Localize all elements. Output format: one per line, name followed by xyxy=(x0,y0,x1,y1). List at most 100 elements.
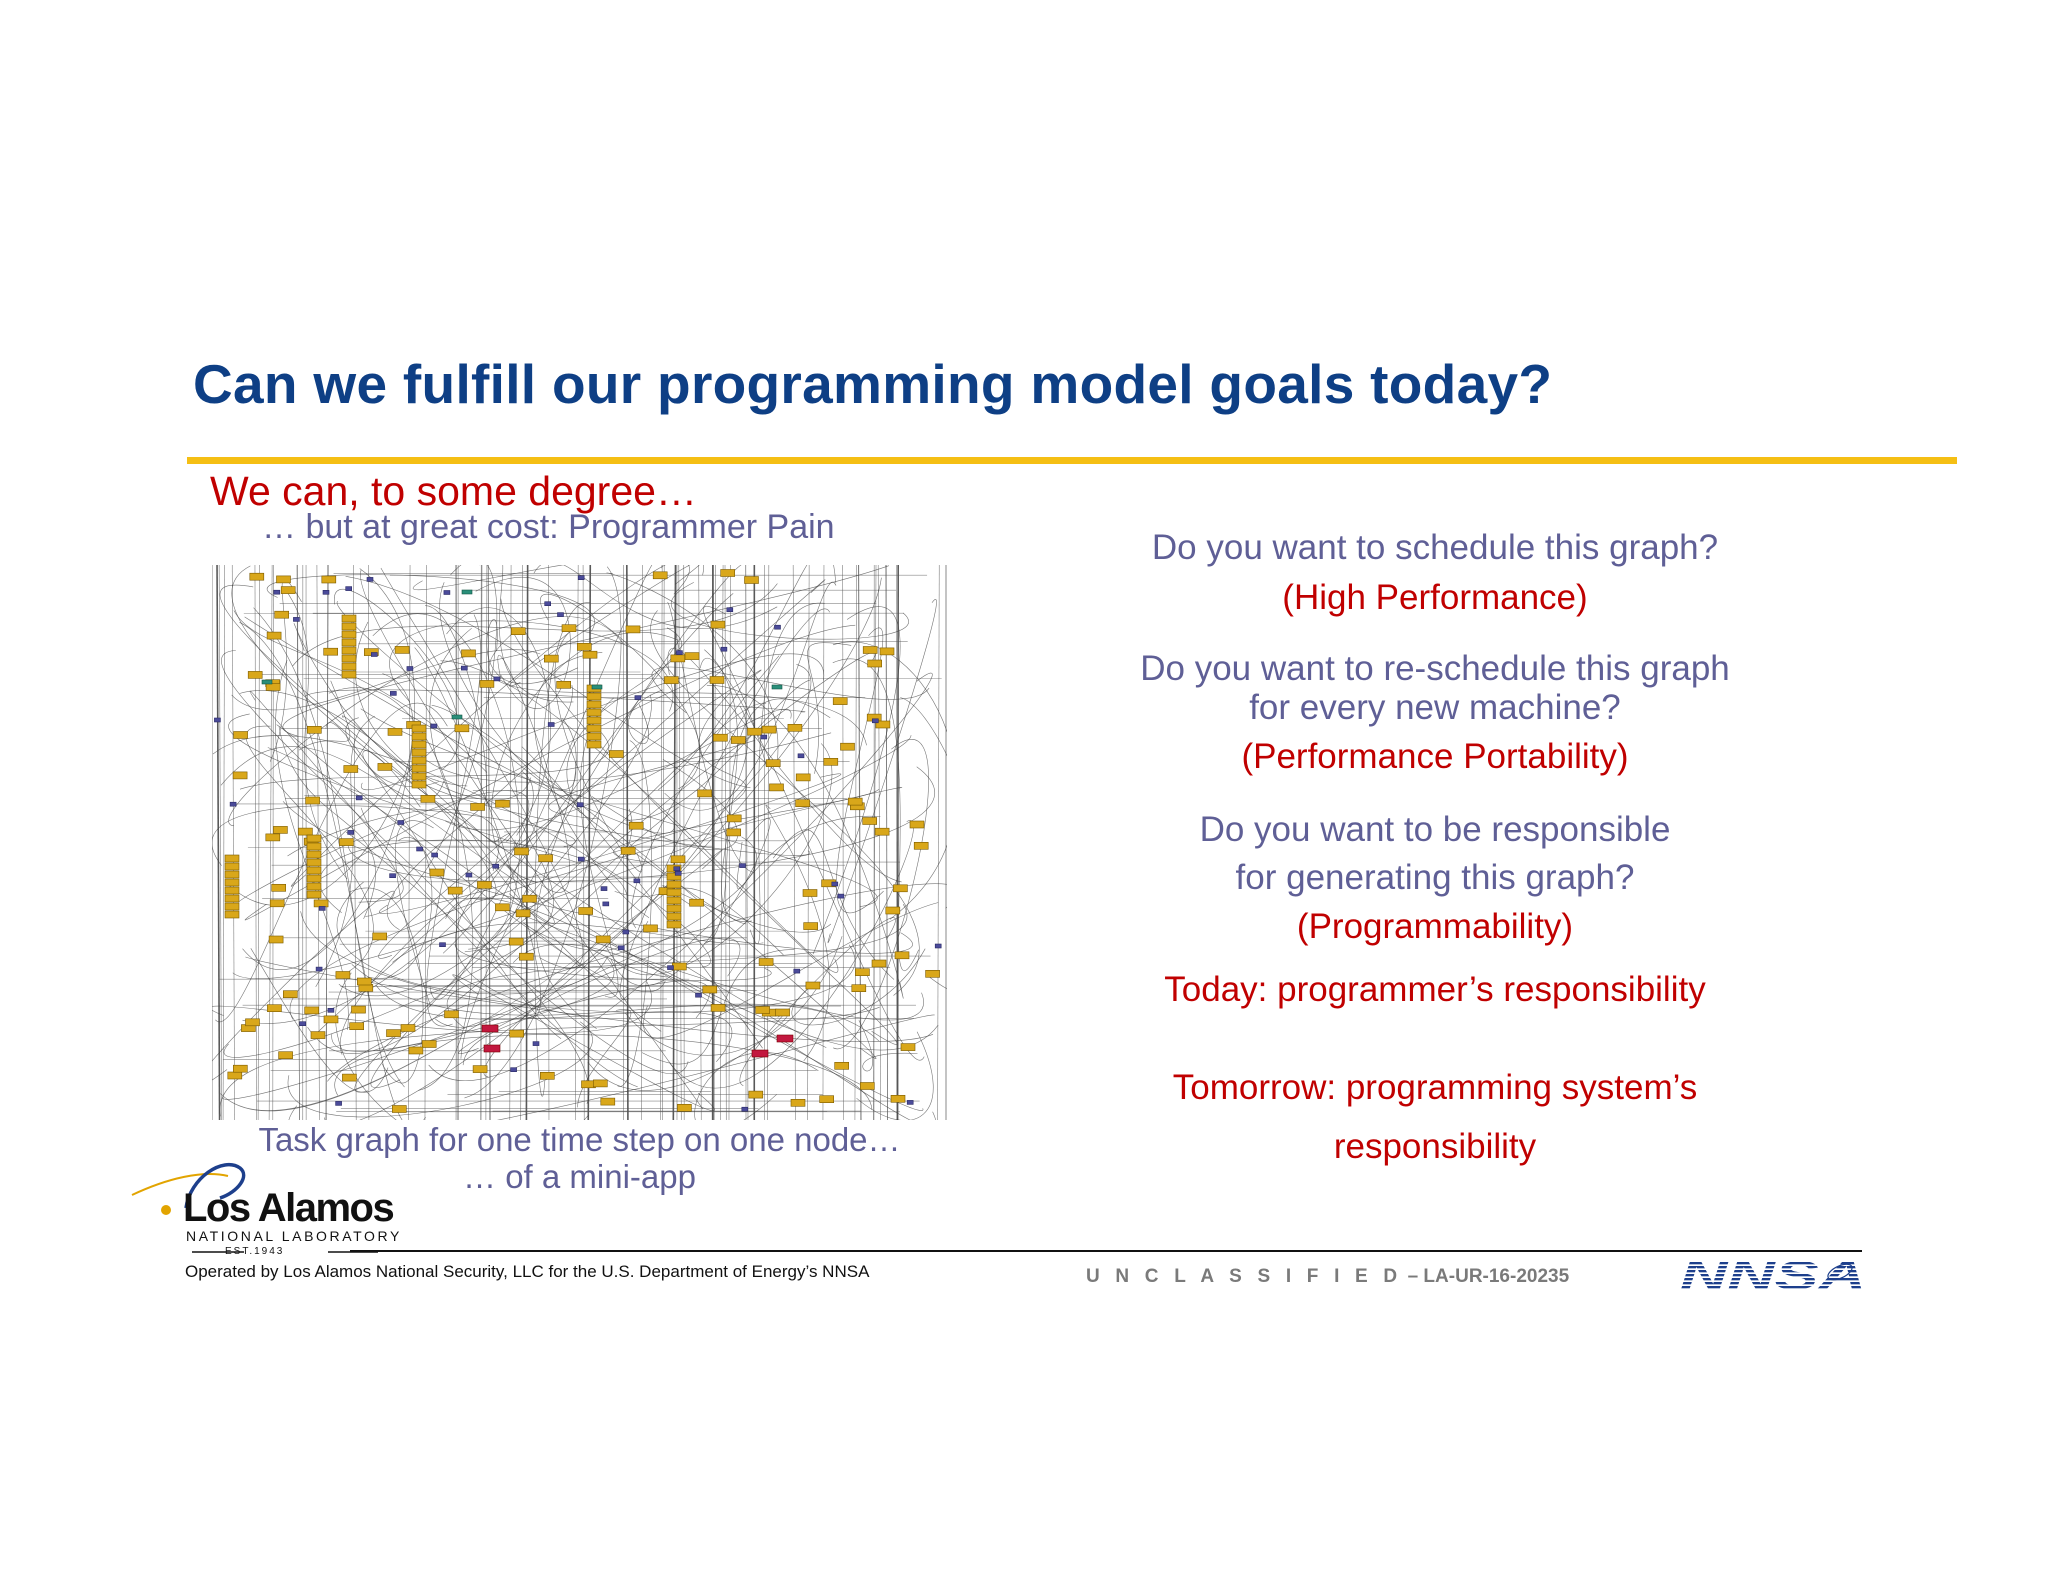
nnsa-wordmark: NNSA xyxy=(1680,1258,1866,1292)
graph-task-node xyxy=(394,646,410,654)
graph-edge xyxy=(566,627,682,814)
graph-task-node xyxy=(862,817,878,825)
graph-task-node xyxy=(628,821,644,830)
nnsa-logo-icon: NNSA xyxy=(1680,1254,1866,1298)
graph-task-node xyxy=(586,740,602,749)
graph-task-node xyxy=(726,828,742,837)
slide-title: Can we fulfill our programming model goa… xyxy=(193,353,1553,415)
graph-task-node xyxy=(913,841,929,850)
graph-task-node xyxy=(349,1022,364,1031)
graph-edge xyxy=(877,565,881,1120)
graph-task-node xyxy=(351,1005,366,1014)
graph-task-node xyxy=(278,1051,293,1060)
graph-task-node xyxy=(461,649,476,658)
graph-edge xyxy=(896,565,899,1120)
graph-task-node xyxy=(666,888,682,897)
graph-edge xyxy=(282,801,913,954)
graph-edge xyxy=(512,943,936,1120)
graph-task-node xyxy=(874,827,890,836)
graph-edge xyxy=(327,883,947,1082)
graph-task-node xyxy=(730,736,746,744)
graph-task-node xyxy=(335,971,351,979)
graph-edge xyxy=(836,627,884,913)
graph-data-node xyxy=(720,646,728,652)
graph-task-node xyxy=(224,854,240,863)
graph-edge xyxy=(216,565,221,1120)
graph-edge xyxy=(440,660,839,973)
graph-task-node xyxy=(341,654,357,663)
footer-operated-by: Operated by Los Alamos National Security… xyxy=(185,1262,870,1281)
graph-edge xyxy=(713,565,716,1120)
graph-task-node xyxy=(871,959,887,968)
graph-task-node xyxy=(710,1004,726,1012)
graph-task-node xyxy=(224,862,240,871)
graph-task-node xyxy=(470,803,485,811)
graph-edge xyxy=(212,735,711,968)
graph-highlight-node xyxy=(751,1049,769,1058)
graph-edge xyxy=(298,680,351,751)
graph-task-node xyxy=(543,654,559,663)
graph-data-node xyxy=(617,945,625,951)
graph-task-node xyxy=(276,575,291,584)
graph-edge xyxy=(289,786,903,1020)
graph-task-node xyxy=(689,898,704,907)
graph-task-node xyxy=(713,733,728,742)
graph-data-node xyxy=(299,1021,306,1027)
graph-task-node xyxy=(677,1103,692,1112)
graph-edge xyxy=(458,937,741,1054)
graph-task-node xyxy=(343,765,359,773)
graph-edge xyxy=(221,650,590,1104)
graph-task-node xyxy=(408,1046,424,1055)
graph-task-node xyxy=(323,1015,339,1024)
graph-task-node xyxy=(274,610,290,619)
los-alamos-logo: Los Alamos NATIONAL LABORATORY EST.1943 xyxy=(128,1148,438,1258)
graph-task-node xyxy=(357,977,372,986)
graph-data-node xyxy=(293,617,300,622)
graph-edge xyxy=(380,567,584,969)
graph-edge xyxy=(351,964,880,1042)
graph-data-node xyxy=(871,718,879,724)
graph-task-node xyxy=(519,952,534,961)
graph-task-node xyxy=(411,764,427,773)
graph-task-node xyxy=(411,748,427,757)
graph-data-node xyxy=(760,734,768,740)
graph-task-node xyxy=(765,759,781,767)
graph-task-node xyxy=(341,630,357,639)
graph-task-node xyxy=(306,850,322,859)
left-heading: We can, to some degree… xyxy=(210,468,697,514)
graph-edge xyxy=(257,565,260,1120)
graph-data-node xyxy=(695,992,702,998)
graph-task-node xyxy=(232,771,248,780)
graph-highlight-node xyxy=(481,1024,499,1033)
graph-task-node xyxy=(620,846,636,855)
graph-task-node xyxy=(643,924,658,933)
graph-edge xyxy=(625,679,810,821)
graph-data-node xyxy=(389,873,396,879)
graph-edge xyxy=(807,642,852,774)
graph-task-node xyxy=(823,758,839,766)
graph-task-node xyxy=(859,1082,875,1090)
graph-task-node xyxy=(266,631,282,640)
graph-task-node xyxy=(339,838,354,846)
graph-edge xyxy=(765,804,830,1062)
graph-data-node xyxy=(793,968,801,974)
graph-edge xyxy=(641,949,795,1065)
graph-task-node xyxy=(298,827,313,836)
graph-edge xyxy=(509,565,700,687)
graph-edge xyxy=(617,740,653,1087)
graph-edge xyxy=(212,981,652,1034)
graph-data-node xyxy=(510,1067,517,1073)
graph-task-node xyxy=(879,647,895,656)
graph-edge xyxy=(822,565,825,1120)
graph-edge xyxy=(662,565,665,1120)
graph-edge xyxy=(412,732,832,783)
graph-task-node xyxy=(875,720,891,729)
nnsa-logo: NNSA xyxy=(1680,1254,1866,1298)
graph-task-node xyxy=(509,1029,525,1038)
graph-edge xyxy=(641,565,643,1120)
graph-task-node xyxy=(802,889,818,897)
graph-data-node xyxy=(431,852,438,858)
graph-edge xyxy=(389,620,674,712)
graph-data-node xyxy=(934,943,942,949)
graph-task-node xyxy=(600,1097,616,1106)
